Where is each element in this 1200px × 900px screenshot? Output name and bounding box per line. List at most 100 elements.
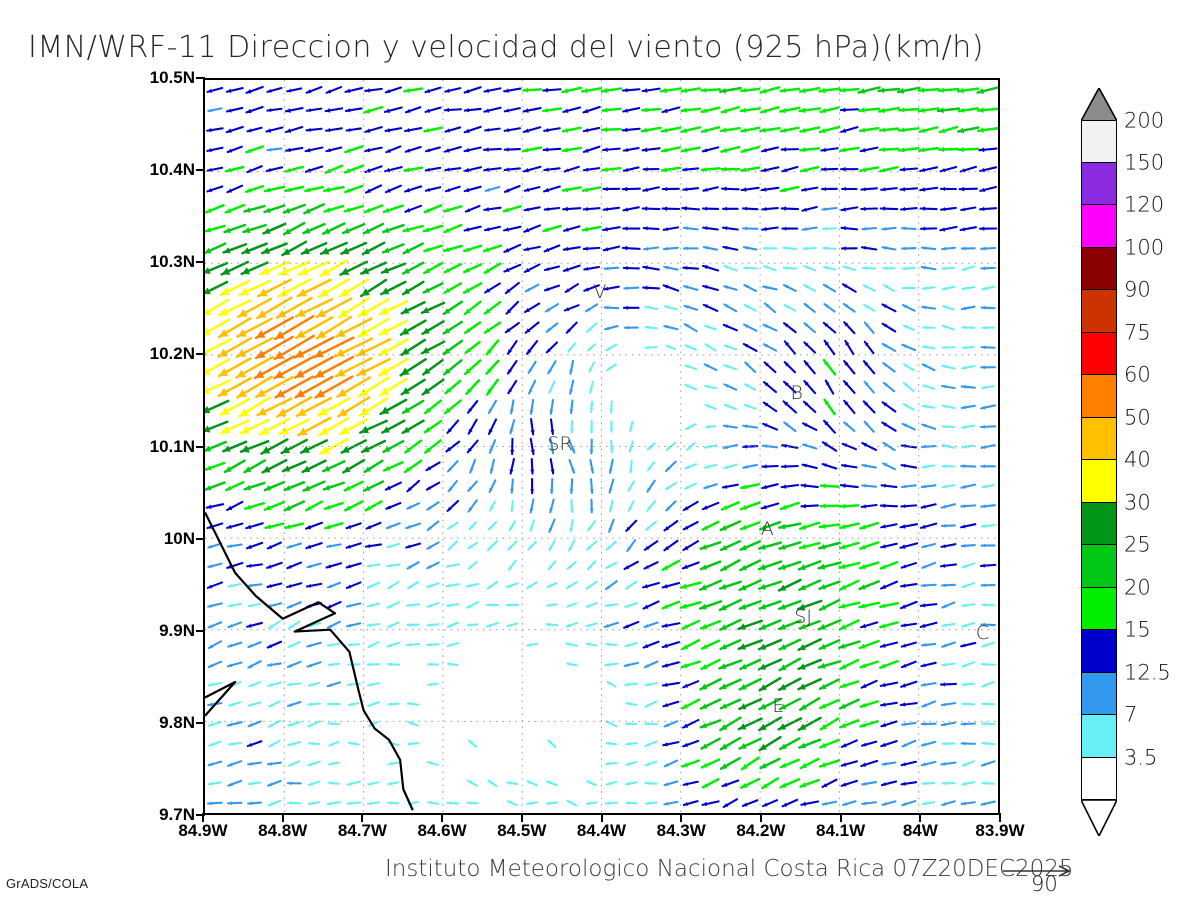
wind-arrow	[285, 125, 304, 134]
wind-arrow	[486, 378, 499, 396]
y-tick-mark	[196, 77, 205, 79]
wind-arrow	[643, 660, 659, 669]
wind-arrow	[444, 379, 462, 395]
wind-arrow	[206, 146, 224, 153]
wind-arrow	[719, 736, 742, 751]
wind-arrow	[582, 246, 601, 251]
wind-arrow	[385, 502, 402, 510]
wind-arrow	[483, 321, 502, 334]
wind-arrow	[602, 245, 621, 252]
wind-arrow	[503, 167, 521, 172]
wind-arrow	[818, 87, 841, 94]
wind-arrow	[920, 721, 937, 726]
x-tick-mark	[759, 813, 762, 822]
wind-arrow	[317, 278, 350, 298]
wind-arrow	[356, 357, 391, 377]
wind-arrow	[543, 185, 561, 193]
wind-arrow	[360, 261, 387, 275]
wind-arrow	[524, 283, 540, 293]
wind-arrow	[449, 679, 456, 689]
wind-arrow	[423, 399, 443, 415]
wind-arrow	[567, 342, 577, 353]
wind-arrow	[337, 297, 370, 319]
wind-arrow	[468, 759, 478, 768]
wind-arrow	[404, 106, 422, 114]
wind-arrow	[939, 225, 958, 232]
wind-arrow	[759, 520, 781, 531]
wind-arrow	[840, 206, 859, 212]
wind-arrow	[777, 619, 802, 631]
wind-arrow	[609, 420, 614, 433]
wind-arrow	[488, 479, 497, 493]
x-tick-label: 83.9W	[975, 821, 1025, 840]
wind-arrow	[466, 601, 480, 609]
wind-arrow	[606, 680, 617, 688]
wind-arrow	[838, 698, 860, 710]
wind-arrow	[681, 719, 700, 729]
wind-arrow	[527, 360, 537, 374]
wind-arrow	[883, 284, 895, 292]
wind-arrow	[960, 504, 977, 509]
wind-arrow	[941, 601, 956, 609]
wind-arrow	[760, 502, 780, 510]
wind-arrow	[920, 246, 937, 251]
wind-arrow	[681, 619, 701, 630]
wind-arrow	[585, 622, 598, 628]
wind-arrow	[859, 700, 879, 708]
wind-arrow	[381, 243, 405, 254]
wind-arrow	[326, 581, 341, 589]
wind-arrow	[800, 503, 819, 509]
wind-arrow	[743, 403, 757, 410]
wind-arrow	[921, 561, 937, 569]
wind-arrow	[483, 106, 502, 113]
wind-arrow	[626, 539, 637, 552]
wind-arrow	[663, 265, 679, 271]
wind-arrow	[661, 186, 680, 192]
wind-arrow	[327, 662, 341, 667]
wind-arrow	[800, 483, 819, 489]
colorbar-band: 7	[1081, 703, 1137, 758]
wind-arrow	[622, 265, 640, 271]
wind-arrow	[920, 682, 937, 687]
colorbar-tick-label: 15	[1124, 617, 1151, 642]
wind-arrow	[366, 563, 381, 568]
wind-arrow	[740, 777, 761, 789]
wind-arrow	[206, 581, 224, 589]
wind-arrow	[549, 478, 554, 495]
wind-arrow	[703, 363, 718, 372]
wind-arrow	[644, 325, 658, 330]
wind-arrow	[960, 523, 977, 529]
wind-arrow	[443, 145, 462, 153]
wind-arrow	[898, 127, 920, 133]
wind-arrow	[247, 701, 262, 707]
wind-arrow	[510, 499, 515, 513]
wind-arrow	[287, 620, 301, 630]
wind-arrow	[702, 186, 719, 192]
wind-arrow	[608, 518, 615, 533]
wind-arrow	[961, 682, 976, 687]
wind-arrow	[960, 543, 976, 548]
wind-arrow	[739, 501, 761, 511]
wind-arrow	[526, 801, 538, 806]
wind-arrow	[242, 223, 267, 234]
wind-arrow	[681, 206, 701, 211]
wind-arrow	[880, 720, 898, 728]
wind-arrow	[782, 246, 798, 251]
wind-arrow	[426, 501, 440, 511]
wind-arrow	[660, 126, 682, 133]
wind-arrow	[861, 740, 878, 747]
wind-arrow	[208, 740, 222, 747]
wind-arrow	[881, 800, 897, 806]
wind-arrow	[863, 340, 875, 355]
wind-arrow	[428, 779, 438, 787]
wind-arrow	[880, 780, 898, 787]
wind-arrow	[506, 360, 518, 375]
wind-arrow	[442, 320, 464, 335]
wind-arrow	[625, 721, 638, 726]
wind-arrow	[207, 781, 222, 786]
wind-arrow	[205, 503, 225, 510]
x-tick-mark	[600, 813, 603, 822]
wind-arrow	[900, 484, 917, 489]
wind-arrow	[921, 542, 936, 549]
wind-arrow	[345, 522, 362, 530]
